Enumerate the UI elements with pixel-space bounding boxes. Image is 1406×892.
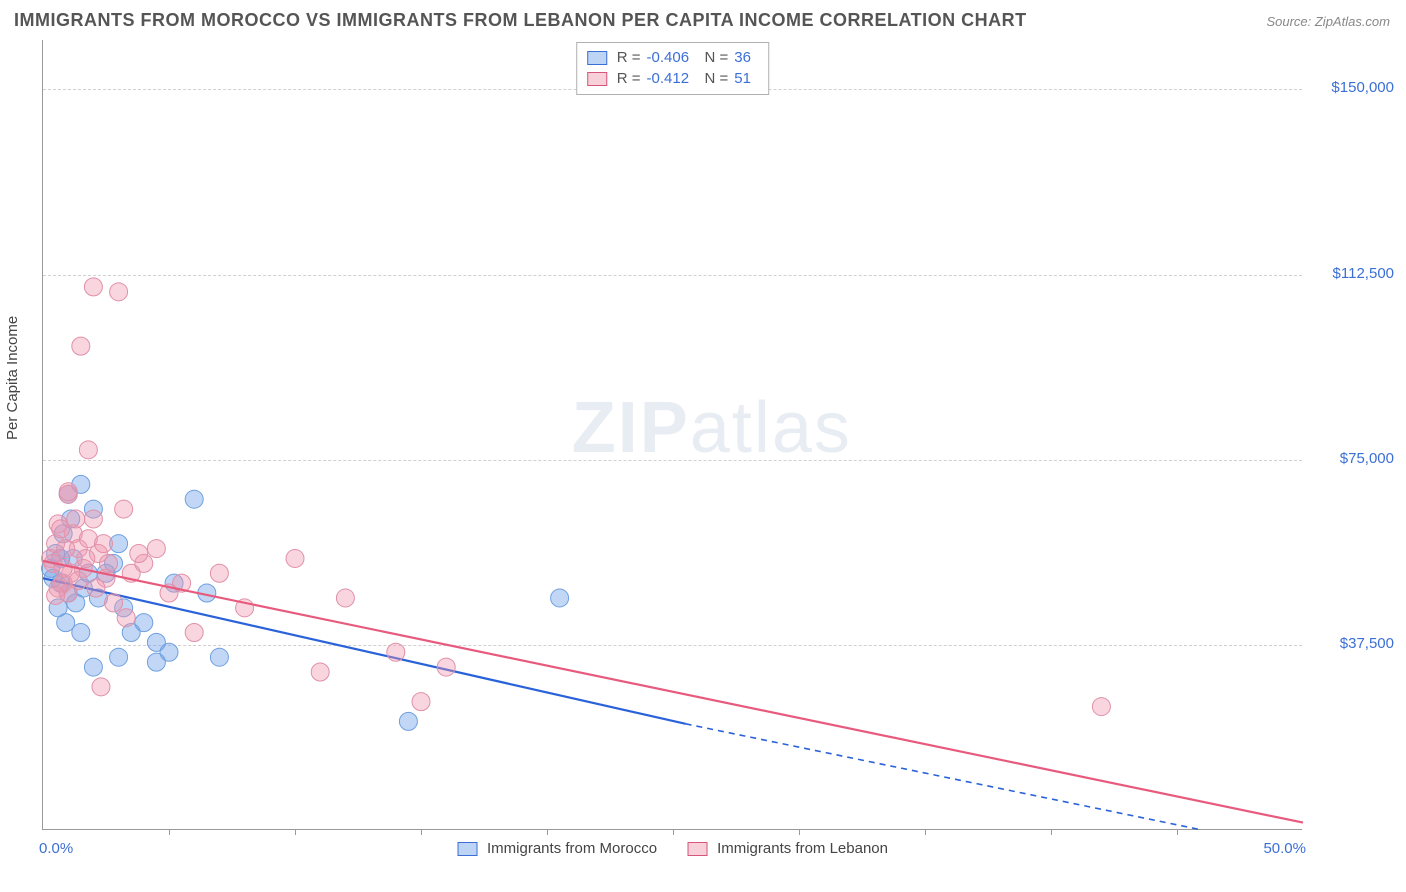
point-lebanon bbox=[59, 483, 77, 501]
point-lebanon bbox=[130, 545, 148, 563]
point-morocco bbox=[210, 648, 228, 666]
point-lebanon bbox=[84, 510, 102, 528]
correlation-stats-legend: R = -0.406 N = 36 R = -0.412 N = 51 bbox=[576, 42, 770, 95]
point-lebanon bbox=[110, 283, 128, 301]
n-value-morocco: 36 bbox=[734, 47, 758, 68]
y-tick-label: $112,500 bbox=[1310, 265, 1394, 282]
point-lebanon bbox=[311, 663, 329, 681]
x-axis-max-label: 50.0% bbox=[1263, 840, 1306, 857]
point-lebanon bbox=[67, 510, 85, 528]
swatch-morocco-icon bbox=[587, 51, 607, 65]
point-lebanon bbox=[286, 549, 304, 567]
point-lebanon bbox=[84, 278, 102, 296]
point-lebanon bbox=[57, 540, 75, 558]
r-value-morocco: -0.406 bbox=[647, 47, 699, 68]
swatch-morocco-icon bbox=[457, 842, 477, 856]
point-lebanon bbox=[79, 441, 97, 459]
point-morocco bbox=[110, 648, 128, 666]
n-value-lebanon: 51 bbox=[734, 68, 758, 89]
point-morocco bbox=[72, 624, 90, 642]
x-axis-min-label: 0.0% bbox=[39, 840, 73, 857]
legend-item-lebanon: Immigrants from Lebanon bbox=[687, 840, 888, 857]
r-label: R = bbox=[617, 47, 641, 68]
point-lebanon bbox=[210, 564, 228, 582]
point-lebanon bbox=[92, 678, 110, 696]
n-label: N = bbox=[705, 68, 729, 89]
point-lebanon bbox=[412, 693, 430, 711]
point-lebanon bbox=[47, 586, 65, 604]
point-lebanon bbox=[52, 520, 70, 538]
point-lebanon bbox=[77, 549, 95, 567]
point-morocco bbox=[551, 589, 569, 607]
point-lebanon bbox=[72, 337, 90, 355]
point-morocco bbox=[399, 712, 417, 730]
point-lebanon bbox=[387, 643, 405, 661]
point-morocco bbox=[57, 614, 75, 632]
point-lebanon bbox=[185, 624, 203, 642]
point-lebanon bbox=[115, 500, 133, 518]
point-lebanon bbox=[87, 579, 105, 597]
legend-item-morocco: Immigrants from Morocco bbox=[457, 840, 657, 857]
source-attribution: Source: ZipAtlas.com bbox=[1266, 14, 1390, 29]
point-lebanon bbox=[100, 554, 118, 572]
trendline-morocco bbox=[43, 578, 686, 724]
y-tick-label: $37,500 bbox=[1310, 635, 1394, 652]
point-lebanon bbox=[105, 594, 123, 612]
swatch-lebanon-icon bbox=[587, 72, 607, 86]
point-lebanon bbox=[1092, 698, 1110, 716]
point-lebanon bbox=[336, 589, 354, 607]
y-axis-label: Per Capita Income bbox=[4, 316, 21, 440]
plot-area: ZIPatlas $37,500$75,000$112,500$150,000 … bbox=[42, 40, 1302, 830]
point-lebanon bbox=[54, 559, 72, 577]
n-label: N = bbox=[705, 47, 729, 68]
source-label: Source: bbox=[1266, 14, 1314, 29]
point-morocco bbox=[185, 490, 203, 508]
source-value: ZipAtlas.com bbox=[1315, 14, 1390, 29]
point-morocco bbox=[160, 643, 178, 661]
y-tick-label: $150,000 bbox=[1310, 79, 1394, 96]
stats-row-lebanon: R = -0.412 N = 51 bbox=[587, 68, 759, 89]
trendline-morocco-extrapolated bbox=[686, 724, 1203, 830]
y-tick-label: $75,000 bbox=[1310, 450, 1394, 467]
point-lebanon bbox=[437, 658, 455, 676]
point-lebanon bbox=[94, 535, 112, 553]
r-label: R = bbox=[617, 68, 641, 89]
stats-row-morocco: R = -0.406 N = 36 bbox=[587, 47, 759, 68]
point-morocco bbox=[84, 658, 102, 676]
chart-title: IMMIGRANTS FROM MOROCCO VS IMMIGRANTS FR… bbox=[14, 10, 1027, 31]
series-legend: Immigrants from Morocco Immigrants from … bbox=[457, 840, 888, 857]
swatch-lebanon-icon bbox=[687, 842, 707, 856]
point-lebanon bbox=[117, 609, 135, 627]
trendline-lebanon bbox=[43, 561, 1303, 823]
legend-label-lebanon: Immigrants from Lebanon bbox=[717, 840, 888, 857]
point-lebanon bbox=[69, 572, 87, 590]
scatter-svg bbox=[43, 40, 1303, 830]
r-value-lebanon: -0.412 bbox=[647, 68, 699, 89]
legend-label-morocco: Immigrants from Morocco bbox=[487, 840, 657, 857]
point-lebanon bbox=[147, 540, 165, 558]
